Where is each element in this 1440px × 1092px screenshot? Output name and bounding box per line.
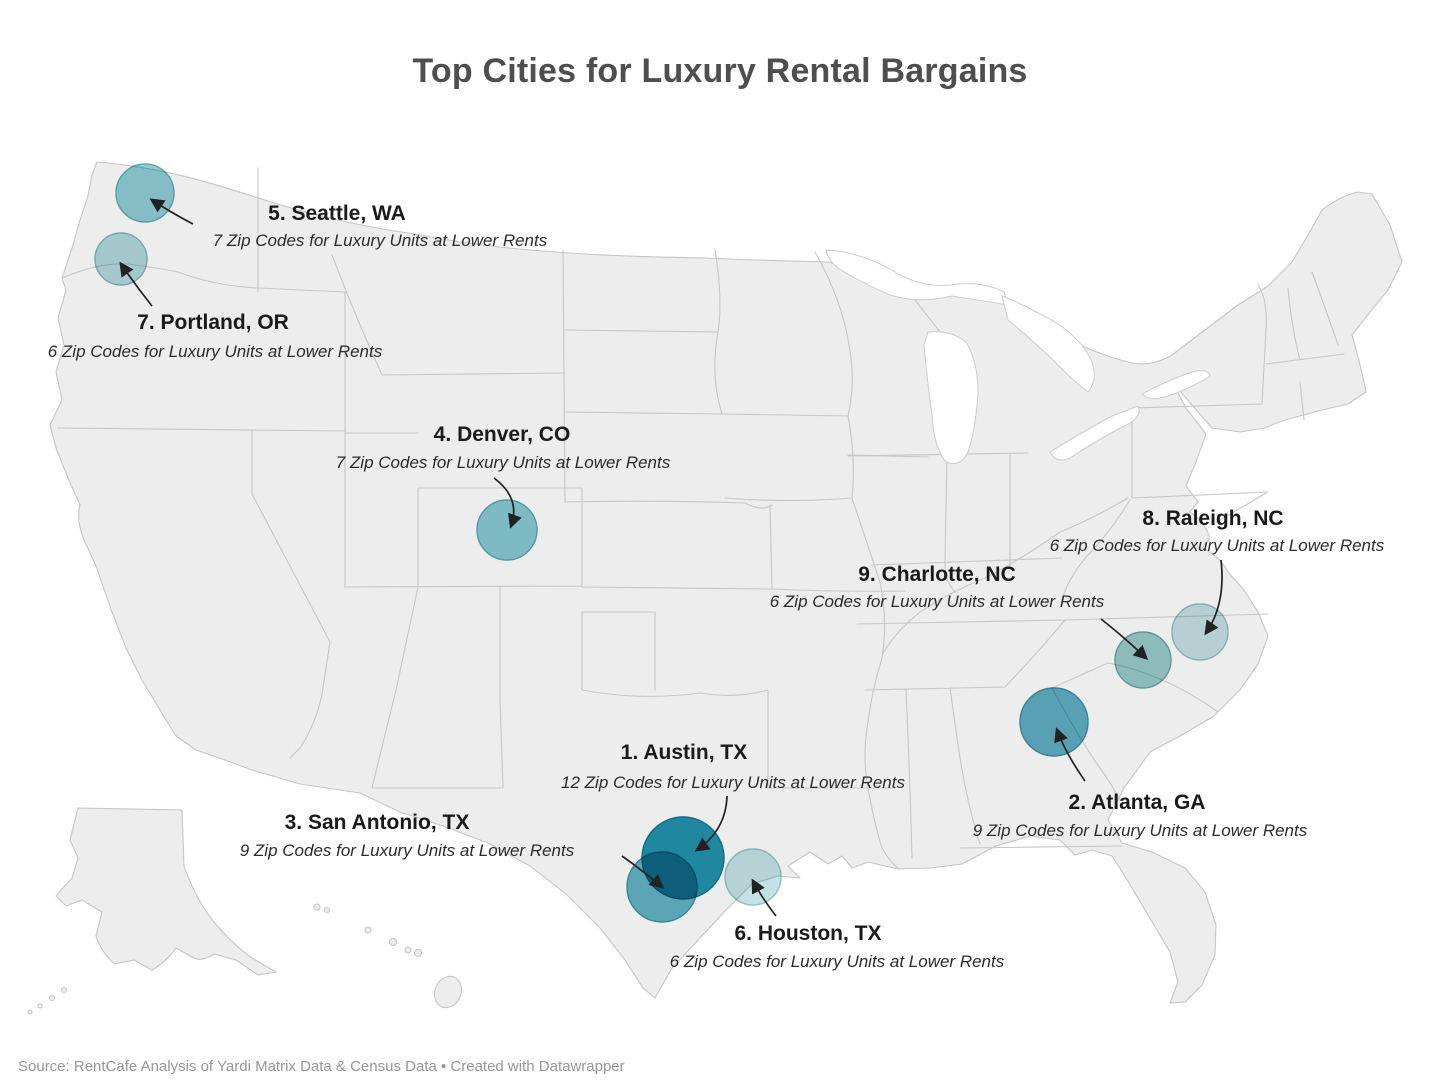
lake-superior [825,249,1009,306]
alaska-outline [55,807,277,976]
sublabel-charlotte: 6 Zip Codes for Luxury Units at Lower Re… [770,592,1105,611]
symbol-houston[interactable] [724,848,782,906]
hawaii-islands [313,903,463,1009]
symbol-seattle[interactable] [115,163,175,223]
symbol-atlanta[interactable] [1019,687,1089,757]
arrow-raleigh [1204,559,1223,636]
symbol-charlotte[interactable] [1114,631,1172,689]
label-charlotte: 9. Charlotte, NC [858,563,1016,586]
sublabel-raleigh: 6 Zip Codes for Luxury Units at Lower Re… [1050,536,1385,555]
arrow-atlanta [1054,727,1086,782]
label-houston: 6. Houston, TX [735,922,882,945]
label-denver: 4. Denver, CO [434,423,571,446]
sublabel-austin: 12 Zip Codes for Luxury Units at Lower R… [561,773,905,792]
label-seattle: 5. Seattle, WA [268,202,406,225]
aleutian-island [37,1003,43,1009]
map-base [27,161,1403,1015]
sublabel-san-antonio: 9 Zip Codes for Luxury Units at Lower Re… [240,841,575,860]
aleutian-island [27,1009,33,1015]
label-austin: 1. Austin, TX [621,741,747,764]
sublabel-houston: 6 Zip Codes for Luxury Units at Lower Re… [670,952,1005,971]
chart-title: Top Cities for Luxury Rental Bargains [412,52,1028,90]
state-borders [57,167,1345,869]
sublabel-atlanta: 9 Zip Codes for Luxury Units at Lower Re… [973,821,1308,840]
annotation-arrows [119,198,1223,917]
arrow-san-antonio [621,855,665,889]
lake-ontario [1141,370,1211,400]
sublabel-seattle: 7 Zip Codes for Luxury Units at Lower Re… [213,231,548,250]
sublabel-portland: 6 Zip Codes for Luxury Units at Lower Re… [48,342,383,361]
arrow-seattle [149,198,194,225]
arrow-houston [751,878,777,917]
aleutian-island [60,986,68,994]
label-portland: 7. Portland, OR [137,311,289,334]
lake-michigan [923,331,979,465]
label-atlanta: 2. Atlanta, GA [1069,791,1206,814]
sublabel-denver: 7 Zip Codes for Luxury Units at Lower Re… [336,453,671,472]
aleutian-island [48,994,56,1002]
symbol-portland[interactable] [94,232,148,286]
label-raleigh: 8. Raleigh, NC [1142,507,1283,530]
label-san-antonio: 3. San Antonio, TX [285,811,470,834]
city-annotations: 5. Seattle, WA 7 Zip Codes for Luxury Un… [48,202,1385,971]
arrow-denver [493,477,522,529]
arrow-austin [694,795,728,852]
lake-huron [1001,295,1095,393]
arrow-charlotte [1100,618,1149,660]
arrow-portland [119,261,153,307]
symbol-raleigh[interactable] [1171,603,1229,661]
us-mainland-outline [49,161,1403,1004]
symbol-denver[interactable] [476,499,538,561]
source-attribution: Source: RentCafe Analysis of Yardi Matri… [18,1058,625,1075]
lake-erie [1049,405,1140,461]
